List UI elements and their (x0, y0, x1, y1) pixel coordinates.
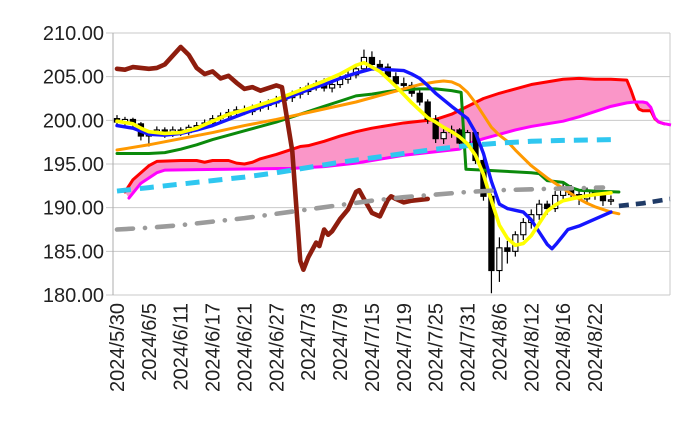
x-axis-label: 2024/8/22 (585, 303, 607, 392)
dark-red-lagging-line (114, 44, 431, 272)
x-axis-label: 2024/6/5 (139, 303, 161, 381)
magenta-end-dash (664, 122, 675, 128)
x-axis-labels: 2024/5/30 2024/6/5 2024/6/11 2024/6/17 2024/… (107, 303, 607, 392)
candle-body-down (376, 63, 384, 68)
x-axis-label: 2024/7/25 (426, 303, 448, 392)
candle-body-down (544, 203, 551, 210)
x-axis-label: 2024/8/6 (489, 303, 511, 381)
cyan-dashed-line (116, 137, 619, 194)
y-axis-label: 205.00 (43, 67, 104, 89)
x-axis-label: 2024/7/3 (298, 303, 320, 381)
candle-body-down (392, 76, 399, 85)
x-axis-label: 2024/7/15 (362, 303, 384, 392)
x-axis-label: 2024/6/21 (234, 303, 256, 392)
x-axis-label: 2024/6/11 (171, 303, 193, 391)
overlay-lines (114, 44, 675, 272)
x-axis-label: 2024/7/9 (330, 303, 352, 381)
x-axis-label: 2024/6/27 (266, 303, 288, 392)
blue-line (115, 67, 613, 251)
y-axis-label: 190.00 (43, 198, 104, 220)
candle-body-up (536, 203, 543, 216)
x-axis-label: 2024/5/30 (107, 303, 129, 392)
x-axis-label: 2024/8/12 (521, 303, 543, 392)
cloud-bottom-magenta-line (127, 100, 666, 200)
y-axis-label: 185.00 (43, 241, 104, 263)
x-axis-label: 2024/7/19 (394, 303, 416, 392)
x-axis-label: 2024/8/16 (553, 303, 575, 392)
orange-line (115, 79, 621, 216)
candle-body-down (432, 118, 439, 140)
x-axis-label: 2024/7/31 (458, 303, 480, 392)
y-axis-label: 180.00 (43, 285, 104, 307)
candle-body-up (440, 132, 447, 140)
y-axis-label: 210.00 (43, 23, 104, 45)
candle-body-up (520, 221, 527, 236)
candle-body-down (368, 56, 376, 65)
cloud-top-red-line (123, 76, 666, 194)
navy-dashed-line (618, 196, 671, 209)
cloud-band (123, 76, 666, 200)
candle-body-down (400, 83, 407, 86)
yellow-line (115, 60, 613, 248)
y-axis-labels: 210.00 205.00 200.00 195.00 190.00 185.00 180.… (43, 23, 104, 307)
candle-body-up (607, 199, 615, 202)
candle-body-down (416, 92, 423, 103)
candle-body-up (496, 247, 503, 272)
candle-body-up (328, 83, 336, 89)
candle-body-down (504, 247, 511, 252)
y-axis-label: 195.00 (43, 154, 104, 176)
x-axis-label: 2024/6/17 (203, 303, 225, 392)
gray-dash-dot-line (114, 185, 606, 232)
y-axis-label: 200.00 (43, 110, 104, 132)
